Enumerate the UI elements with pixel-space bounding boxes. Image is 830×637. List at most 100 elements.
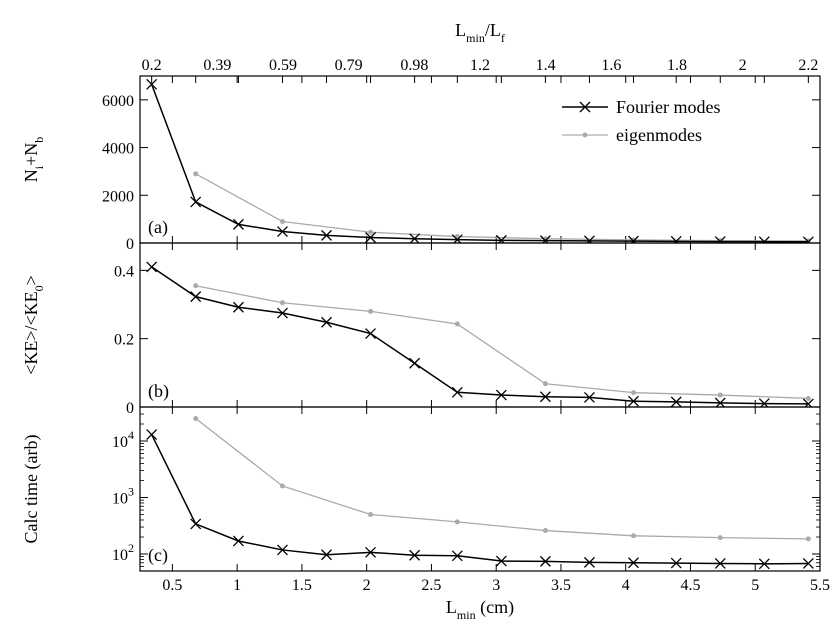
xtick-label: 3	[492, 577, 500, 594]
data-point-eigen	[279, 219, 285, 225]
data-point-eigen	[279, 483, 285, 489]
ylabel-part: +N	[21, 143, 41, 166]
data-point-fourier	[670, 235, 682, 243]
marker-stroke	[673, 235, 682, 243]
top-axis-label: Lmin/Lf	[455, 20, 505, 45]
data-point-eigen	[368, 229, 374, 235]
ylabel-sub: i	[32, 165, 46, 169]
marker-stroke	[628, 395, 639, 407]
series-line-eigen	[195, 418, 809, 540]
data-point-eigen	[454, 519, 460, 525]
ylabel-c: Calc time (arb)	[21, 435, 42, 544]
marker-stroke	[806, 236, 814, 243]
data-point-fourier	[321, 549, 332, 561]
data-point-eigen	[630, 390, 636, 396]
data-point-fourier	[583, 391, 595, 403]
data-point-fourier	[409, 233, 421, 243]
data-point-fourier	[146, 78, 158, 90]
marker-stroke	[539, 391, 551, 403]
top-tick-label: 1.4	[536, 57, 556, 74]
top-tick-label: 1.6	[601, 57, 621, 74]
data-point-fourier	[232, 301, 244, 313]
ytick-label-c: 102	[112, 541, 134, 564]
ytick-exponent: 2	[128, 541, 134, 555]
data-point-eigen	[279, 300, 285, 306]
data-point-eigen	[368, 308, 374, 314]
panel-a: 0 2000 4000 6000 (a) Ni+Nb	[21, 75, 821, 253]
marker-stroke	[495, 555, 507, 567]
marker-stroke	[146, 429, 158, 441]
series-line-eigen	[195, 173, 809, 242]
data-point-fourier	[670, 557, 682, 569]
ylabel-part: >	[21, 275, 41, 285]
ylabel-part: <KE>/<KE	[21, 291, 41, 374]
ylabel-sub: 0	[32, 285, 46, 291]
ylabel-b: <KE>/<KE0>	[21, 275, 46, 375]
ylabel-sub: b	[32, 137, 46, 143]
series-line-fourier	[151, 266, 809, 405]
ytick-exponent: 3	[128, 485, 134, 499]
ytick-label-a: 2000	[102, 188, 134, 205]
series-eigen-b	[193, 283, 811, 401]
legend-marker	[579, 101, 591, 113]
data-point-fourier	[628, 235, 639, 243]
marker-stroke	[365, 232, 377, 243]
marker-stroke	[190, 291, 202, 303]
data-point-fourier	[365, 232, 377, 243]
data-point-fourier	[495, 555, 507, 567]
data-point-eigen	[454, 321, 460, 327]
marker-stroke	[277, 544, 288, 556]
data-point-eigen	[542, 528, 548, 534]
data-point-eigen	[805, 395, 811, 401]
ytick-label-a: 0	[126, 236, 134, 253]
data-point-fourier	[409, 549, 421, 561]
series-fourier-b	[146, 261, 814, 407]
marker-stroke	[497, 234, 507, 243]
marker-stroke	[495, 389, 507, 401]
marker-stroke	[409, 357, 421, 369]
series-eigen-a	[193, 171, 811, 243]
xlabel-part: (cm)	[476, 597, 514, 618]
marker-stroke	[365, 328, 377, 340]
data-point-fourier	[409, 357, 421, 369]
top-label-sub: min	[466, 31, 485, 45]
data-point-fourier	[495, 234, 507, 243]
xtick-label: 5	[751, 577, 759, 594]
marker-stroke	[321, 549, 332, 561]
data-point-fourier	[802, 398, 814, 407]
marker-stroke	[758, 558, 770, 570]
marker-stroke	[409, 233, 421, 243]
xtick-label: 3.5	[551, 577, 571, 594]
legend-marker	[582, 132, 588, 138]
data-point-eigen	[717, 535, 723, 541]
series-line-fourier	[150, 84, 809, 243]
data-point-fourier	[495, 389, 507, 401]
xtick-label: 1	[233, 577, 241, 594]
xtick-label: 4.5	[680, 577, 700, 594]
data-point-fourier	[451, 386, 463, 398]
data-point-fourier	[628, 557, 639, 569]
data-point-fourier	[365, 328, 377, 340]
panel-label-c: (c)	[148, 545, 168, 566]
series-fourier-a	[146, 78, 814, 243]
data-point-fourier	[277, 226, 288, 238]
top-axis-title: Lmin/Lf	[455, 20, 505, 45]
data-point-fourier	[146, 429, 158, 441]
top-tick-label: 2	[739, 57, 747, 74]
marker-stroke	[630, 235, 639, 243]
top-axis-ticks: 0.2 0.39 0.59 0.79 0.98 1.2 1.4 1.6 1.8 2 2.2	[142, 57, 818, 83]
top-label-sub: f	[501, 31, 505, 45]
series-line-eigen	[195, 285, 809, 400]
data-point-fourier	[758, 558, 770, 570]
marker-stroke	[670, 557, 682, 569]
ylabel-part: N	[21, 169, 41, 182]
data-point-fourier	[277, 544, 288, 556]
ylabel-a: Ni+Nb	[21, 137, 46, 183]
xtick-label: 4	[622, 577, 630, 594]
legend: Fourier modes eigenmodes	[562, 97, 720, 145]
marker-stroke	[628, 557, 639, 569]
data-point-eigen	[193, 171, 199, 177]
marker-stroke	[804, 398, 814, 407]
ytick-label-b: 0.2	[114, 332, 134, 349]
